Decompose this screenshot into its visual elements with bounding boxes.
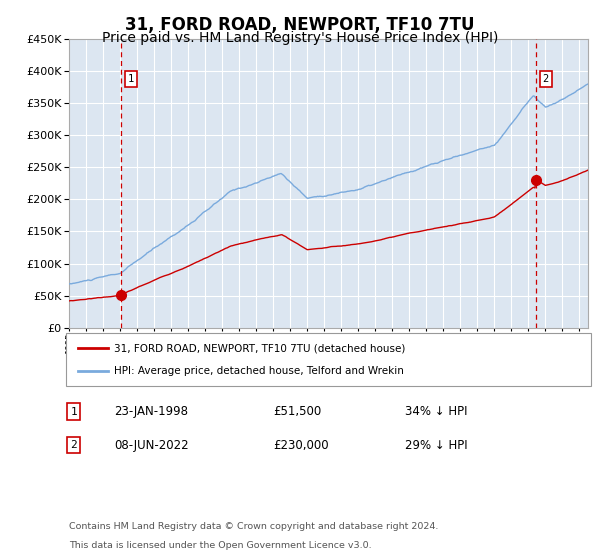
Text: 31, FORD ROAD, NEWPORT, TF10 7TU: 31, FORD ROAD, NEWPORT, TF10 7TU bbox=[125, 16, 475, 34]
Text: £230,000: £230,000 bbox=[273, 438, 329, 452]
Text: 2: 2 bbox=[543, 74, 549, 84]
Text: HPI: Average price, detached house, Telford and Wrekin: HPI: Average price, detached house, Telf… bbox=[114, 366, 404, 376]
Text: 31, FORD ROAD, NEWPORT, TF10 7TU (detached house): 31, FORD ROAD, NEWPORT, TF10 7TU (detach… bbox=[114, 343, 406, 353]
Text: 08-JUN-2022: 08-JUN-2022 bbox=[114, 438, 188, 452]
Text: 23-JAN-1998: 23-JAN-1998 bbox=[114, 405, 188, 418]
Text: 1: 1 bbox=[70, 407, 77, 417]
Text: 29% ↓ HPI: 29% ↓ HPI bbox=[405, 438, 467, 452]
Text: 2: 2 bbox=[70, 440, 77, 450]
Text: Contains HM Land Registry data © Crown copyright and database right 2024.: Contains HM Land Registry data © Crown c… bbox=[69, 522, 439, 531]
Text: 34% ↓ HPI: 34% ↓ HPI bbox=[405, 405, 467, 418]
Text: 1: 1 bbox=[128, 74, 134, 84]
Text: Price paid vs. HM Land Registry's House Price Index (HPI): Price paid vs. HM Land Registry's House … bbox=[102, 31, 498, 45]
Text: This data is licensed under the Open Government Licence v3.0.: This data is licensed under the Open Gov… bbox=[69, 541, 371, 550]
Text: £51,500: £51,500 bbox=[273, 405, 321, 418]
